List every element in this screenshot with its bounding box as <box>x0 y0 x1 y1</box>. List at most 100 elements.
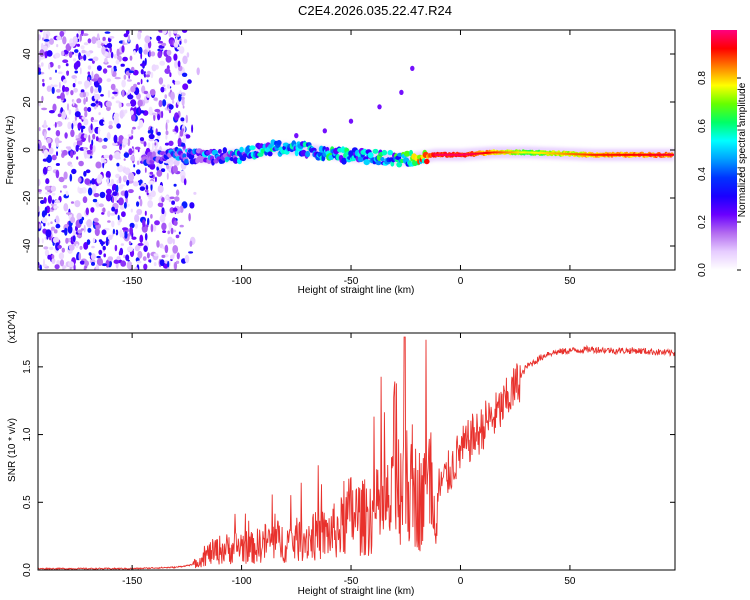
ridge-core <box>622 153 624 156</box>
ridge-core <box>453 153 456 156</box>
noise-point <box>55 140 59 148</box>
y-tick-label: 0.5 <box>22 495 33 509</box>
ridge-core <box>621 153 623 156</box>
ridge-core <box>463 153 466 156</box>
noise-point <box>83 224 86 233</box>
ridge-core <box>624 153 626 156</box>
spectrogram-ylabel: Frequency (Hz) <box>5 116 16 185</box>
ridge-blob <box>363 159 370 166</box>
noise-point <box>175 189 180 196</box>
noise-point <box>122 175 127 183</box>
noise-point <box>55 69 57 73</box>
noise-point <box>118 175 122 184</box>
ridge-core <box>581 153 583 156</box>
ridge-halo-segment <box>213 150 216 163</box>
noise-point <box>45 229 52 238</box>
ridge-core <box>566 152 568 155</box>
ridge-core <box>656 153 659 156</box>
ridge-core <box>629 153 631 156</box>
noise-point <box>105 100 112 108</box>
noise-point <box>99 260 103 266</box>
ridge-core <box>447 153 449 156</box>
ridge-core <box>591 153 594 156</box>
noise-point <box>41 95 44 102</box>
noise-point <box>101 40 108 44</box>
noise-point <box>92 56 99 62</box>
noise-point <box>86 51 91 57</box>
harmonic-dot <box>410 65 415 71</box>
colorbar-tick-label: 0.2 <box>697 215 708 229</box>
noise-point <box>147 200 154 208</box>
ridge-blob <box>267 151 273 157</box>
noise-point <box>159 60 166 66</box>
noise-point <box>91 78 98 82</box>
ridge-core <box>508 151 510 154</box>
noise-point <box>139 110 145 114</box>
noise-point <box>86 219 92 228</box>
ridge-core <box>634 153 636 156</box>
noise-point <box>165 119 170 124</box>
ridge-core <box>452 153 455 156</box>
noise-point <box>94 93 101 101</box>
ridge-blob <box>372 148 379 154</box>
ridge-core <box>653 153 656 156</box>
ridge-core <box>524 151 527 154</box>
noise-point <box>103 154 110 159</box>
noise-point <box>111 67 113 75</box>
noise-point <box>76 33 79 38</box>
ridge-core <box>601 153 604 156</box>
ridge-core <box>666 153 669 156</box>
noise-point <box>182 128 185 132</box>
noise-point <box>170 91 175 101</box>
ridge-core <box>481 152 483 155</box>
noise-point <box>137 99 143 107</box>
noise-point <box>89 79 92 86</box>
noise-point <box>127 138 131 147</box>
noise-point <box>91 261 95 266</box>
noise-point <box>148 133 155 140</box>
noise-point <box>172 79 175 84</box>
noise-point <box>87 77 91 81</box>
noise-point <box>76 98 82 104</box>
ridge-blob <box>225 156 231 161</box>
noise-point <box>70 90 74 96</box>
ridge-core <box>549 152 551 155</box>
ridge-core <box>487 151 489 154</box>
noise-point <box>95 136 99 142</box>
noise-point <box>111 183 118 193</box>
noise-point <box>115 229 119 236</box>
noise-point <box>146 70 151 76</box>
noise-point <box>168 30 172 38</box>
noise-point <box>173 53 178 61</box>
ridge-core <box>556 152 558 155</box>
ridge-core <box>495 151 497 154</box>
ridge-core <box>470 153 473 156</box>
ridge-core <box>650 153 653 156</box>
noise-point <box>91 36 97 44</box>
ridge-core <box>610 153 612 156</box>
ridge-core <box>611 153 613 156</box>
ridge-blob <box>387 149 393 156</box>
ridge-core <box>659 153 662 156</box>
ridge-core <box>637 153 639 156</box>
noise-point <box>74 200 81 208</box>
noise-point <box>60 92 65 101</box>
noise-point <box>98 112 101 116</box>
noise-point <box>57 113 62 118</box>
noise-point <box>79 260 85 265</box>
noise-point <box>113 68 118 72</box>
noise-point <box>73 87 78 93</box>
noise-point <box>40 200 45 204</box>
noise-point <box>97 137 103 143</box>
noise-point <box>107 220 111 223</box>
x-tick-label: 0 <box>458 276 464 287</box>
noise-point <box>159 259 165 267</box>
ridge-core <box>454 153 457 156</box>
ridge-core <box>595 153 598 156</box>
ridge-core <box>583 153 585 156</box>
noise-point <box>133 50 136 55</box>
ridge-core <box>575 153 577 156</box>
noise-point <box>103 253 106 258</box>
noise-point <box>55 130 61 137</box>
noise-point <box>143 245 148 252</box>
